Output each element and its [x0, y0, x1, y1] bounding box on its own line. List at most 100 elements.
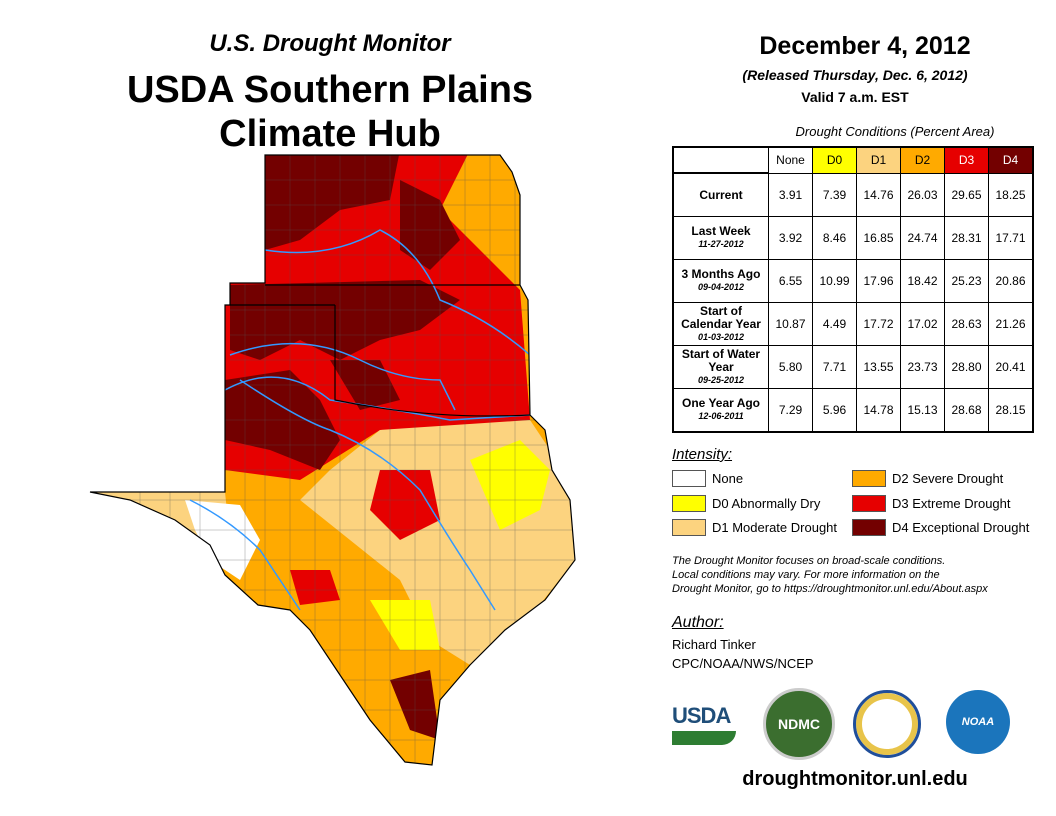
legend-label: D2 Severe Drought — [892, 471, 1004, 486]
page-title: USDA Southern Plains Climate Hub — [60, 68, 600, 156]
table-cell: 8.46 — [812, 216, 857, 260]
row-label-text: Last Week — [691, 224, 751, 238]
legend-swatch — [852, 470, 886, 487]
legend-swatch — [672, 470, 706, 487]
release-date: (Released Thursday, Dec. 6, 2012) — [742, 67, 968, 83]
drought-map — [89, 154, 576, 766]
legend-label: D1 Moderate Drought — [712, 520, 838, 535]
ndmc-logo: NDMC — [763, 688, 835, 760]
table-cell: 13.55 — [856, 345, 901, 389]
table-cell: 28.31 — [944, 216, 989, 260]
row-label: Last Week 11-27-2012 — [672, 216, 769, 260]
table-cell: 26.03 — [900, 172, 945, 217]
table-cell: 20.41 — [988, 345, 1034, 389]
row-date: 01-03-2012 — [697, 331, 745, 342]
noaa-logo: NOAA — [946, 690, 1010, 754]
column-header-none: None — [768, 146, 813, 174]
table-row: One Year Ago 12-06-2011 7.29 5.96 14.78 15.13… — [672, 388, 1034, 433]
table-header-row: None D0 D1 D2 D3 D4 — [673, 146, 1034, 174]
table-cell: 14.76 — [856, 172, 901, 217]
table-cell: 7.39 — [812, 172, 857, 217]
row-label: Start of Water Year 09-25-2012 — [672, 345, 769, 389]
legend-swatch — [672, 519, 706, 536]
row-label: 3 Months Ago 09-04-2012 — [672, 259, 769, 303]
table-row: Start of Calendar Year 01-03-2012 10.87 4.4… — [672, 302, 1034, 346]
table-caption: Drought Conditions (Percent Area) — [795, 124, 995, 139]
region-outline — [89, 154, 576, 766]
table-cell: 7.29 — [768, 388, 813, 433]
table-cell: 28.63 — [944, 302, 989, 346]
rivers — [189, 229, 531, 611]
d2-area-ne-kansas — [470, 155, 520, 240]
table-cell: 18.25 — [988, 172, 1034, 217]
row-label: One Year Ago 12-06-2011 — [672, 388, 769, 433]
table-cell: 17.72 — [856, 302, 901, 346]
table-cell: 15.13 — [900, 388, 945, 433]
ndmc-logo-text: NDMC — [778, 716, 820, 732]
commerce-seal-icon — [853, 690, 921, 758]
table-cell: 5.96 — [812, 388, 857, 433]
d4-area-oklahoma — [230, 280, 460, 360]
table-cell: 7.71 — [812, 345, 857, 389]
row-date: 09-25-2012 — [697, 374, 745, 385]
table-cell: 6.55 — [768, 259, 813, 303]
legend-label: D0 Abnormally Dry — [712, 496, 821, 511]
author-name: Richard Tinker — [672, 637, 756, 652]
row-label-text: Start of Calendar Year — [681, 303, 761, 331]
legend-swatch — [672, 495, 706, 512]
table-cell: 4.49 — [812, 302, 857, 346]
table-cell: 21.26 — [988, 302, 1034, 346]
row-date: 09-04-2012 — [697, 282, 745, 292]
d3-area-central-texas — [370, 470, 440, 540]
table-cell: 18.42 — [900, 259, 945, 303]
header-blank — [673, 147, 769, 174]
table-cell: 10.99 — [812, 259, 857, 303]
table-cell: 23.73 — [900, 345, 945, 389]
footer-url[interactable]: droughtmonitor.unl.edu — [742, 768, 968, 790]
usda-logo-text: USDA — [672, 703, 731, 728]
table-cell: 10.87 — [768, 302, 813, 346]
row-label-text: Current — [699, 187, 743, 202]
column-header-d1: D1 — [856, 146, 901, 174]
table-cell: 28.15 — [988, 388, 1034, 433]
note-line: Local conditions may vary. For more info… — [672, 569, 940, 581]
table-cell: 17.02 — [900, 302, 945, 346]
legend-label: D3 Extreme Drought — [892, 496, 1011, 511]
legend-swatch — [852, 495, 886, 512]
disclaimer-note: The Drought Monitor focuses on broad-sca… — [672, 554, 988, 596]
map-date: December 4, 2012 — [759, 32, 971, 60]
row-label-text: One Year Ago — [681, 396, 761, 410]
author-org: CPC/NOAA/NWS/NCEP — [672, 656, 814, 671]
table-cell: 28.68 — [944, 388, 989, 433]
table-row: Start of Water Year 09-25-2012 5.80 7.71 13.… — [672, 345, 1034, 389]
table-cell: 14.78 — [856, 388, 901, 433]
table-cell: 3.91 — [768, 172, 813, 217]
row-date: 12-06-2011 — [698, 411, 744, 421]
table-cell: 20.86 — [988, 259, 1034, 303]
column-header-d3: D3 — [944, 146, 989, 174]
valid-time: Valid 7 a.m. EST — [801, 89, 909, 105]
table-cell: 3.92 — [768, 216, 813, 260]
legend-swatch — [852, 519, 886, 536]
county-lines — [90, 155, 575, 765]
row-label: Start of Calendar Year 01-03-2012 — [672, 302, 769, 346]
author-title: Author: — [672, 614, 724, 631]
table-cell: 25.23 — [944, 259, 989, 303]
d4-area-kansas — [265, 155, 400, 250]
table-cell: 24.74 — [900, 216, 945, 260]
drought-conditions-table: None D0 D1 D2 D3 D4 Current 3.91 7.39 14.76 26.03 2… — [672, 146, 1034, 433]
row-label: Current — [672, 172, 769, 217]
row-label-text: 3 Months Ago — [681, 267, 761, 281]
table-row: Last Week 11-27-2012 3.92 8.46 16.85 24.74 28.… — [672, 216, 1034, 260]
row-label-text: Start of Water Year — [681, 346, 761, 374]
legend-title: Intensity: — [672, 446, 733, 463]
table-row: Current 3.91 7.39 14.76 26.03 29.65 18.25 — [672, 172, 1034, 217]
column-header-d4: D4 — [988, 146, 1034, 174]
table-cell: 17.71 — [988, 216, 1034, 260]
column-header-d0: D0 — [812, 146, 857, 174]
note-line: Drought Monitor, go to https://droughtmo… — [672, 583, 988, 595]
noaa-logo-text: NOAA — [961, 716, 995, 728]
column-header-d2: D2 — [900, 146, 945, 174]
legend-label: D4 Exceptional Drought — [892, 520, 1030, 535]
title-line-2: Climate Hub — [219, 113, 441, 155]
